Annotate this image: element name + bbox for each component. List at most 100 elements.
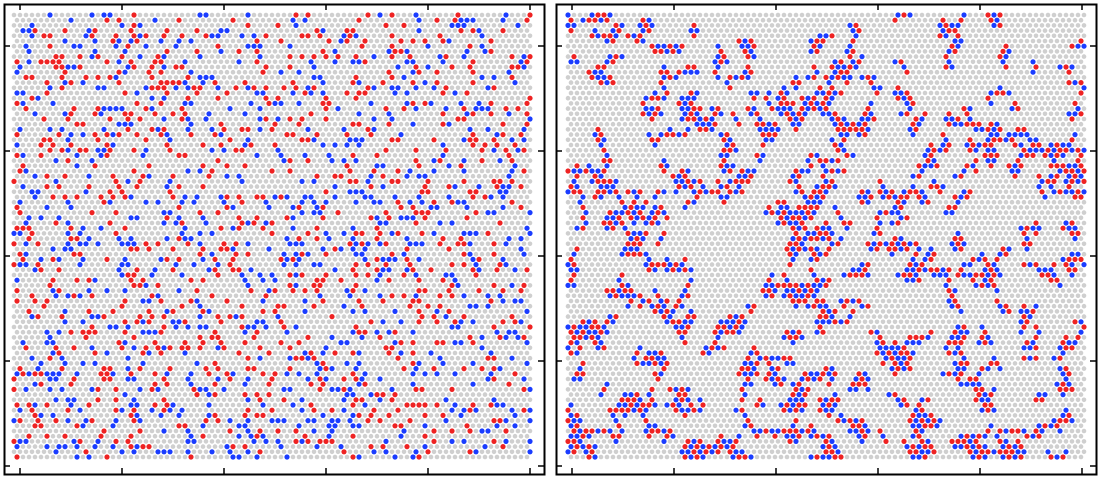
lattice-site xyxy=(311,272,317,278)
lattice-site xyxy=(467,199,473,205)
lattice-site xyxy=(203,54,209,59)
lattice-site xyxy=(395,220,401,226)
lattice-site xyxy=(47,241,53,247)
lattice-site xyxy=(260,329,266,335)
lattice-site xyxy=(491,12,497,18)
lattice-site xyxy=(74,59,80,65)
lattice-site xyxy=(203,179,209,184)
lattice-site xyxy=(257,64,263,70)
lattice-site xyxy=(470,184,476,189)
lattice-site xyxy=(374,194,380,200)
lattice-site xyxy=(521,262,527,267)
lattice-site xyxy=(521,366,527,371)
lattice-site xyxy=(344,225,350,231)
lattice-site xyxy=(92,340,98,345)
lattice-site xyxy=(314,329,320,335)
lattice-site xyxy=(452,49,458,54)
lattice-site xyxy=(236,121,242,127)
lattice-site xyxy=(152,215,158,221)
lattice-site xyxy=(365,335,371,340)
lattice-site xyxy=(77,106,83,111)
lattice-site xyxy=(287,397,293,403)
lattice-site xyxy=(368,17,374,23)
lattice-site xyxy=(227,147,233,153)
lattice-site xyxy=(443,23,449,28)
lattice-site xyxy=(476,402,482,408)
lattice-site xyxy=(392,163,398,169)
lattice-site xyxy=(212,121,218,127)
lattice-site xyxy=(524,38,530,44)
lattice-site xyxy=(485,33,491,39)
lattice-site xyxy=(461,324,467,330)
lattice-site xyxy=(224,309,230,314)
lattice-site xyxy=(329,293,335,299)
lattice-site xyxy=(71,355,77,361)
lattice-site xyxy=(110,153,116,158)
lattice-site xyxy=(281,75,287,80)
lattice-site xyxy=(257,366,263,371)
lattice-site xyxy=(488,381,494,387)
lattice-site xyxy=(236,132,242,137)
lattice-site xyxy=(209,106,215,111)
lattice-site xyxy=(248,153,254,158)
lattice-site xyxy=(242,90,248,96)
lattice-site xyxy=(200,361,206,366)
lattice-site xyxy=(437,324,443,330)
lattice-site xyxy=(146,121,152,127)
lattice-site xyxy=(221,324,227,330)
lattice-site xyxy=(89,283,95,288)
lattice-site xyxy=(455,303,461,309)
lattice-site xyxy=(149,23,155,28)
lattice-site xyxy=(53,137,59,143)
lattice-site xyxy=(515,75,521,80)
lattice-site xyxy=(77,199,83,205)
lattice-site xyxy=(359,95,365,101)
lattice-site xyxy=(329,251,335,257)
lattice-site xyxy=(278,350,284,356)
lattice-site xyxy=(347,366,353,371)
lattice-site xyxy=(209,12,215,18)
lattice-site xyxy=(458,392,464,397)
lattice-site xyxy=(95,23,101,28)
lattice-site xyxy=(509,293,515,299)
lattice-site xyxy=(197,179,203,184)
lattice-site xyxy=(323,43,329,49)
lattice-site xyxy=(500,225,506,231)
lattice-site xyxy=(251,75,257,80)
lattice-site xyxy=(347,272,353,278)
lattice-site xyxy=(41,293,47,299)
lattice-site xyxy=(509,33,515,39)
lattice-site xyxy=(365,199,371,205)
lattice-site xyxy=(161,366,167,371)
lattice-site xyxy=(395,335,401,340)
lattice-site xyxy=(83,314,89,319)
lattice-site xyxy=(242,288,248,293)
lattice-site xyxy=(344,329,350,335)
lattice-site xyxy=(74,267,80,273)
lattice-site xyxy=(455,366,461,371)
lattice-site xyxy=(416,215,422,221)
lattice-site xyxy=(89,127,95,132)
lattice-site xyxy=(92,288,98,293)
lattice-site xyxy=(89,303,95,309)
lattice-site xyxy=(332,309,338,314)
lattice-site xyxy=(326,17,332,23)
lattice-site xyxy=(488,132,494,137)
lattice-site xyxy=(185,387,191,392)
lattice-site xyxy=(443,262,449,267)
lattice-site xyxy=(479,376,485,382)
lattice-site xyxy=(407,106,413,111)
lattice-site xyxy=(209,303,215,309)
lattice-site xyxy=(437,189,443,195)
lattice-site xyxy=(47,189,53,195)
lattice-site xyxy=(458,184,464,189)
lattice-site xyxy=(182,132,188,137)
lattice-site xyxy=(101,75,107,80)
lattice-site xyxy=(170,361,176,366)
lattice-site xyxy=(266,319,272,325)
lattice-site xyxy=(83,158,89,163)
lattice-site xyxy=(41,210,47,215)
lattice-site xyxy=(101,189,107,195)
lattice-site xyxy=(77,272,83,278)
lattice-site xyxy=(239,168,245,174)
